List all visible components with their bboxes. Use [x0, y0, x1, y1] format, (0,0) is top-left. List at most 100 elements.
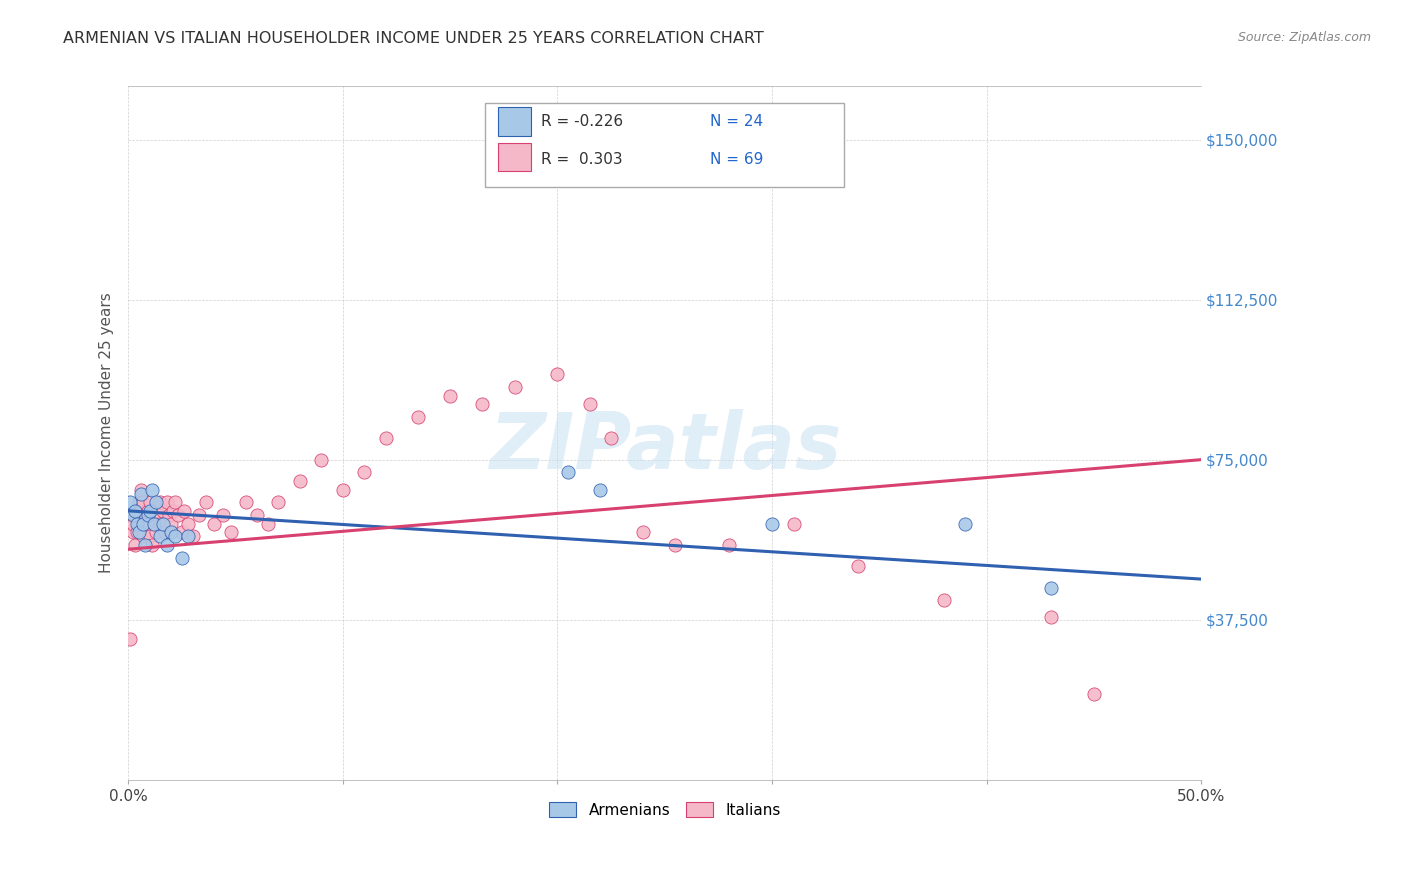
Point: [157, 508, 180, 522]
Point: [211, 508, 233, 522]
Point: [219, 525, 242, 540]
Point: [145, 525, 167, 540]
Point: [557, 466, 579, 480]
Point: [132, 495, 155, 509]
Point: [782, 516, 804, 531]
Point: [160, 516, 183, 531]
Point: [471, 397, 494, 411]
Text: R =  0.303: R = 0.303: [541, 152, 623, 167]
Legend: Armenians, Italians: Armenians, Italians: [543, 797, 787, 824]
Point: [124, 504, 146, 518]
Point: [600, 431, 623, 445]
Point: [120, 632, 142, 646]
Text: R = -0.226: R = -0.226: [541, 113, 623, 128]
Point: [162, 504, 184, 518]
Point: [128, 525, 150, 540]
Point: [125, 516, 148, 531]
Point: [128, 516, 150, 531]
Point: [246, 508, 269, 522]
Point: [141, 483, 163, 497]
Point: [152, 504, 174, 518]
Point: [156, 538, 179, 552]
Point: [129, 483, 152, 497]
Point: [120, 508, 142, 522]
Point: [374, 431, 396, 445]
Text: ZIPatlas: ZIPatlas: [489, 409, 841, 485]
Point: [177, 529, 200, 543]
Text: ARMENIAN VS ITALIAN HOUSEHOLDER INCOME UNDER 25 YEARS CORRELATION CHART: ARMENIAN VS ITALIAN HOUSEHOLDER INCOME U…: [63, 31, 763, 46]
Point: [134, 508, 156, 522]
Point: [256, 516, 278, 531]
Point: [194, 495, 217, 509]
Point: [138, 495, 160, 509]
Point: [145, 495, 167, 509]
Point: [124, 508, 146, 522]
Point: [152, 516, 174, 531]
Point: [121, 525, 143, 540]
Point: [153, 525, 176, 540]
Point: [125, 504, 148, 518]
Point: [1040, 581, 1063, 595]
Point: [188, 508, 211, 522]
Point: [138, 504, 160, 518]
Point: [143, 516, 166, 531]
Point: [932, 593, 955, 607]
Point: [138, 529, 160, 543]
Point: [846, 559, 869, 574]
Point: [177, 516, 200, 531]
Point: [633, 525, 655, 540]
Point: [149, 516, 172, 531]
Point: [156, 495, 179, 509]
Point: [121, 508, 143, 522]
Point: [170, 525, 193, 540]
Point: [125, 525, 148, 540]
Point: [1040, 610, 1063, 624]
Point: [1083, 687, 1105, 701]
Point: [503, 380, 526, 394]
Point: [141, 508, 163, 522]
Point: [173, 504, 195, 518]
Point: [136, 508, 159, 522]
Point: [406, 409, 429, 424]
Point: [134, 516, 156, 531]
Point: [124, 538, 146, 552]
Point: [718, 538, 741, 552]
Point: [332, 483, 354, 497]
Point: [311, 452, 333, 467]
Point: [353, 466, 375, 480]
Point: [235, 495, 257, 509]
Point: [129, 487, 152, 501]
Point: [128, 495, 150, 509]
Point: [134, 538, 156, 552]
Point: [149, 495, 172, 509]
Point: [132, 529, 155, 543]
Point: [202, 516, 225, 531]
Point: [143, 504, 166, 518]
Text: N = 24: N = 24: [710, 113, 763, 128]
Point: [121, 516, 143, 531]
Point: [166, 508, 188, 522]
Point: [160, 525, 183, 540]
Point: [546, 368, 568, 382]
Point: [181, 529, 204, 543]
Text: Source: ZipAtlas.com: Source: ZipAtlas.com: [1237, 31, 1371, 45]
Point: [953, 516, 976, 531]
Point: [136, 516, 159, 531]
Point: [143, 516, 166, 531]
Point: [165, 495, 187, 509]
Point: [148, 508, 170, 522]
Point: [141, 538, 163, 552]
Point: [120, 495, 142, 509]
Point: [578, 397, 600, 411]
Point: [165, 529, 187, 543]
Point: [288, 474, 311, 488]
Point: [132, 516, 155, 531]
Point: [439, 389, 461, 403]
Point: [267, 495, 290, 509]
Point: [129, 504, 152, 518]
Point: [589, 483, 612, 497]
Point: [664, 538, 686, 552]
Point: [149, 529, 172, 543]
Point: [761, 516, 783, 531]
Point: [170, 550, 193, 565]
